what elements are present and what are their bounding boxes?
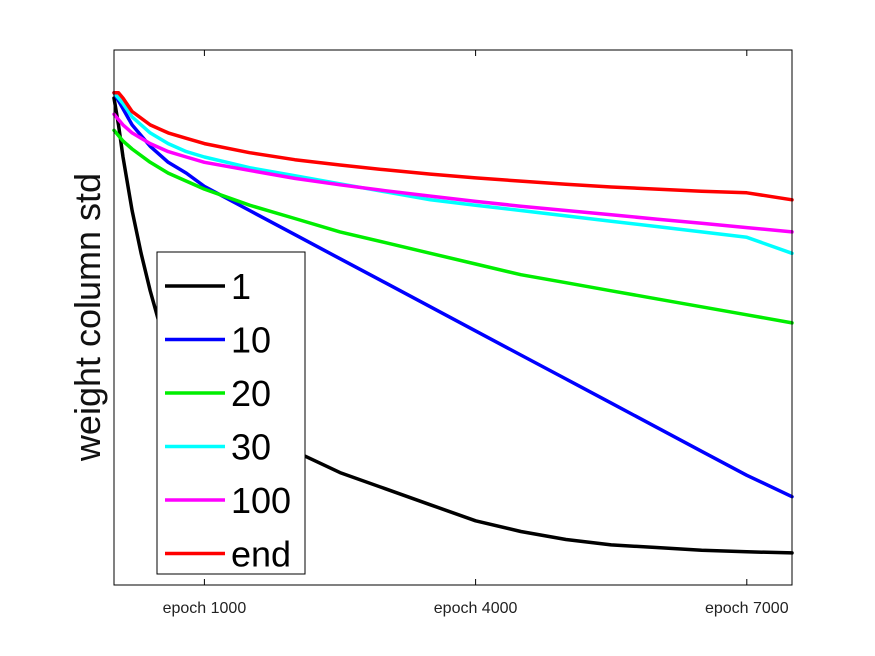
x-tick-label-2: epoch 7000 bbox=[705, 600, 789, 617]
series-line-2 bbox=[112, 128, 794, 325]
legend: 1 10 20 30 100 end bbox=[156, 251, 306, 575]
legend-label-3: 30 bbox=[231, 427, 271, 468]
series-line-1 bbox=[112, 91, 794, 499]
series-layer bbox=[112, 91, 794, 555]
series-line-5 bbox=[112, 91, 794, 202]
y-axis-label: weight column std bbox=[67, 173, 108, 462]
series-line-4 bbox=[112, 112, 794, 234]
legend-label-5: end bbox=[231, 534, 291, 575]
legend-label-1: 10 bbox=[231, 320, 271, 361]
legend-label-0: 1 bbox=[231, 266, 251, 307]
x-tick-label-1: epoch 4000 bbox=[434, 600, 518, 617]
x-tick-label-0: epoch 1000 bbox=[163, 600, 247, 617]
x-axis: epoch 1000 epoch 4000 epoch 7000 bbox=[163, 50, 789, 617]
plot-area-frame bbox=[113, 49, 793, 586]
legend-label-2: 20 bbox=[231, 373, 271, 414]
legend-label-4: 100 bbox=[231, 480, 291, 521]
legend-box bbox=[156, 251, 306, 575]
